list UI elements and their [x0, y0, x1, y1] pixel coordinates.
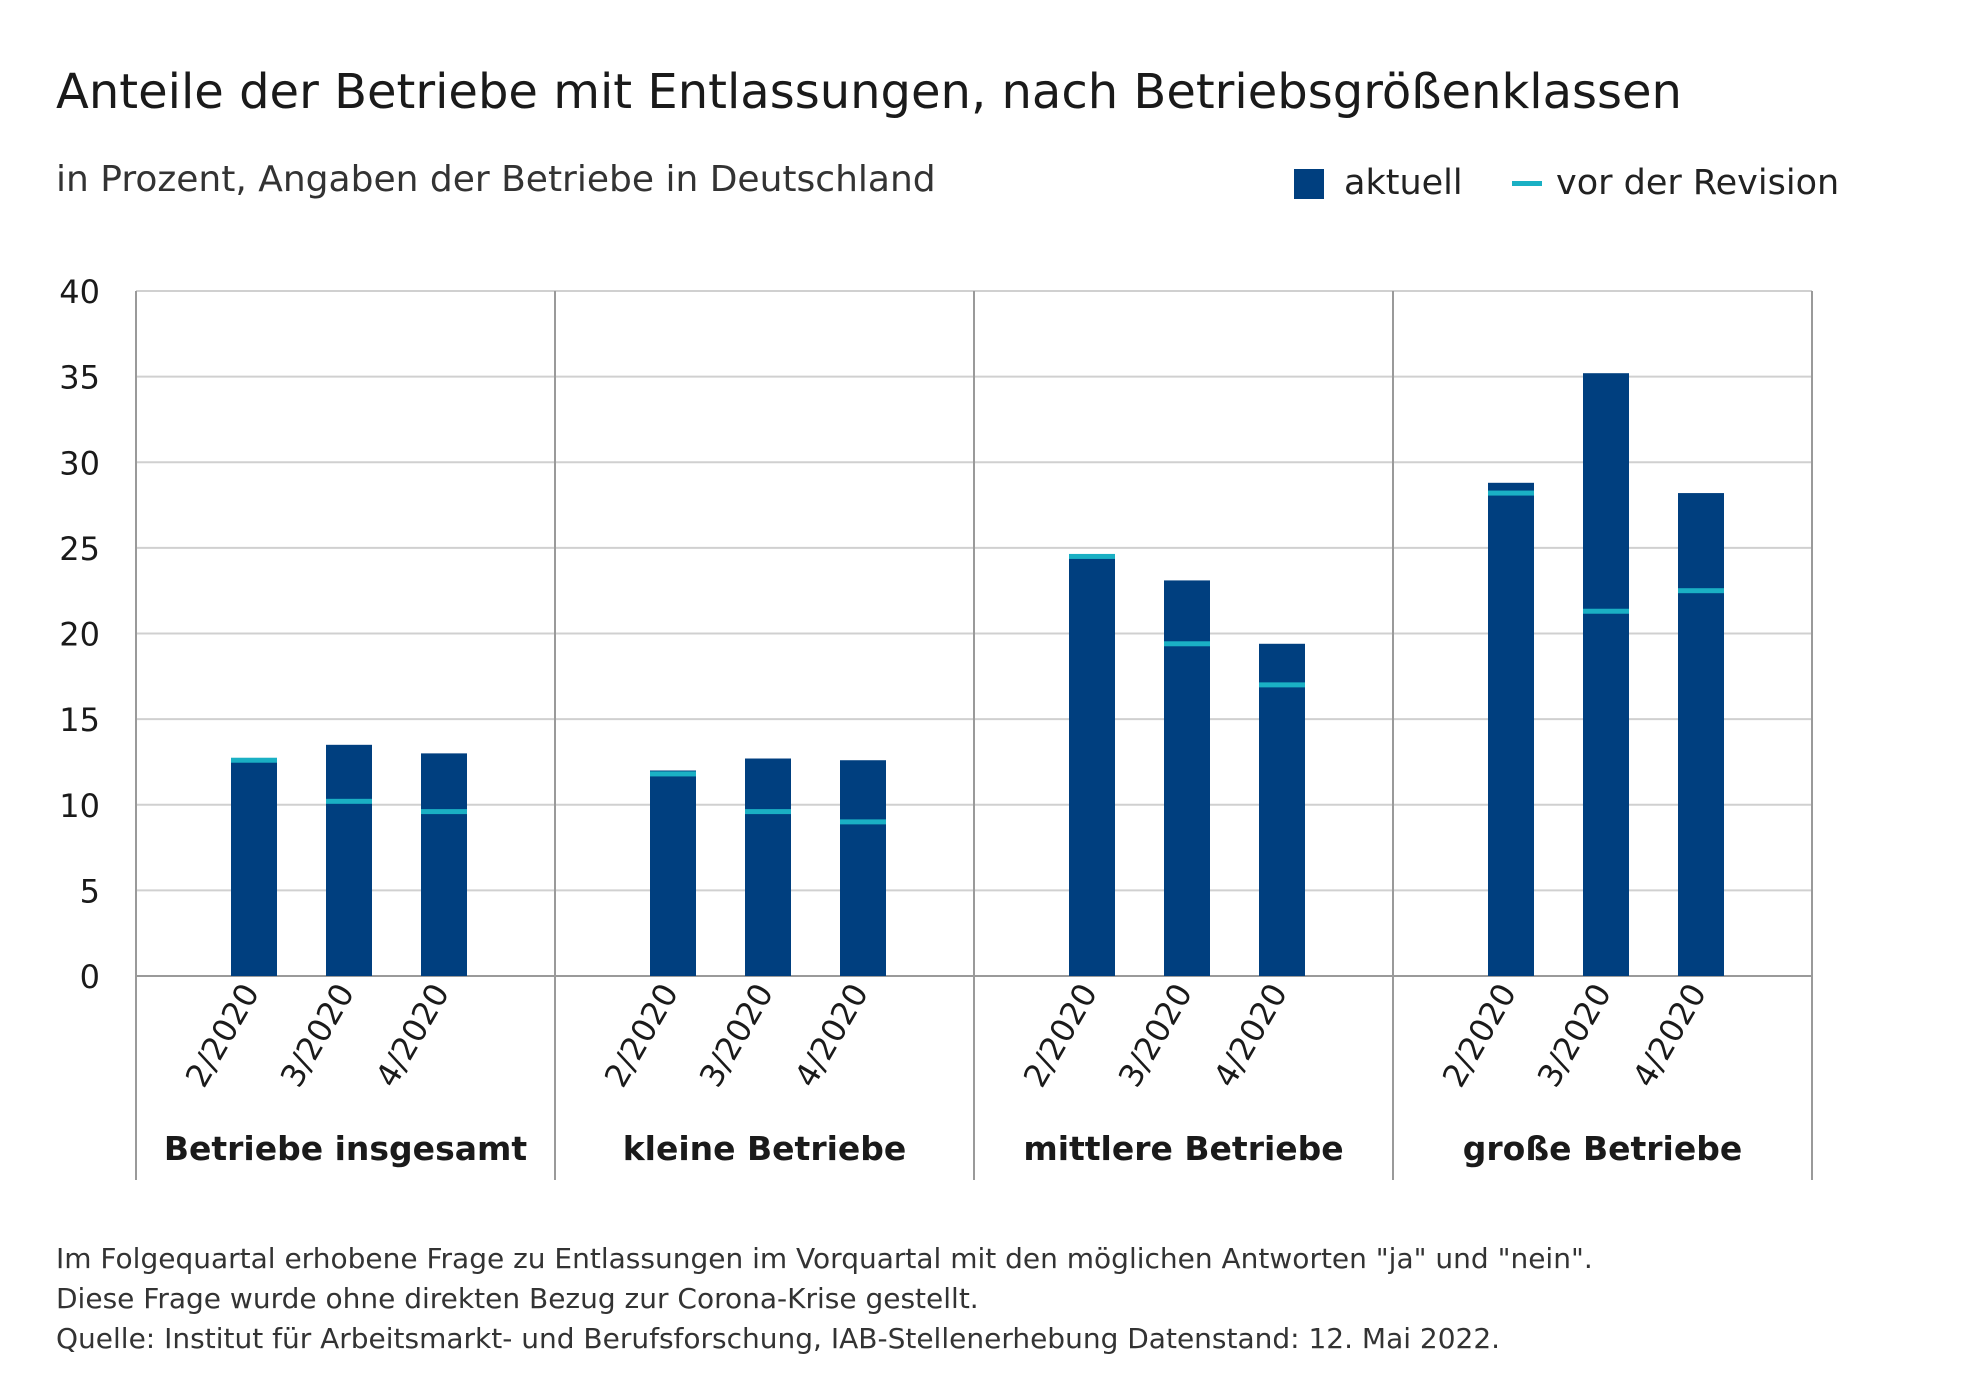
bar-aktuell — [1164, 580, 1210, 976]
bar-aktuell — [650, 770, 696, 976]
chart-subtitle: in Prozent, Angaben der Betriebe in Deut… — [56, 159, 936, 200]
bar-aktuell — [1488, 482, 1534, 976]
y-tick-label: 25 — [59, 530, 100, 568]
marker-vor-der-revision — [421, 809, 467, 815]
footnote-source: Quelle: Institut für Arbeitsmarkt- und B… — [56, 1322, 1501, 1355]
bar-aktuell — [1259, 643, 1305, 976]
group-label: große Betriebe — [1463, 1129, 1742, 1168]
y-tick-label: 35 — [59, 359, 100, 397]
x-tick-label: 2/2020 — [1016, 977, 1105, 1093]
legend-item-aktuell: aktuell — [1294, 166, 1463, 201]
marker-vor-der-revision — [231, 757, 277, 763]
y-tick-label: 5 — [80, 872, 100, 910]
x-tick-label: 4/2020 — [368, 977, 457, 1093]
x-tick-label: 3/2020 — [1111, 977, 1200, 1093]
bar-aktuell — [840, 760, 886, 976]
bar-aktuell — [421, 753, 467, 976]
legend-item-vor-der-revision: vor der Revision — [1512, 166, 1839, 201]
marker-vor-der-revision — [1259, 682, 1305, 688]
bar-aktuell — [1678, 493, 1724, 976]
marker-vor-der-revision — [1583, 608, 1629, 614]
marker-vor-der-revision — [1488, 490, 1534, 496]
x-tick-label: 4/2020 — [1625, 977, 1714, 1093]
legend-swatch-aktuell — [1294, 168, 1324, 199]
y-tick-label: 20 — [59, 616, 100, 654]
x-tick-label: 2/2020 — [597, 977, 686, 1093]
marker-vor-der-revision — [1069, 553, 1115, 559]
footnote-note: Diese Frage wurde ohne direkten Bezug zu… — [56, 1282, 979, 1315]
x-tick-label: 4/2020 — [1206, 977, 1295, 1093]
bar-aktuell — [1583, 373, 1629, 976]
y-tick-label: 40 — [59, 273, 100, 311]
y-tick-label: 0 — [80, 958, 100, 996]
bar-aktuell — [745, 758, 791, 976]
footnote-question: Im Folgequartal erhobene Frage zu Entlas… — [56, 1242, 1593, 1275]
legend-label-vor-der-revision: vor der Revision — [1556, 163, 1840, 203]
y-tick-label: 10 — [59, 787, 100, 825]
x-tick-label: 3/2020 — [273, 977, 362, 1093]
marker-vor-der-revision — [1164, 641, 1210, 647]
x-tick-label: 2/2020 — [178, 977, 267, 1093]
legend-swatch-vor-der-revision — [1512, 181, 1542, 186]
bar-aktuell — [326, 744, 372, 976]
y-tick-label: 15 — [59, 701, 100, 739]
legend-label-aktuell: aktuell — [1344, 163, 1463, 203]
marker-vor-der-revision — [326, 798, 372, 804]
x-tick-label: 2/2020 — [1435, 977, 1524, 1093]
x-tick-label: 3/2020 — [1530, 977, 1619, 1093]
marker-vor-der-revision — [840, 819, 886, 825]
x-tick-label: 4/2020 — [787, 977, 876, 1093]
chart-title: Anteile der Betriebe mit Entlassungen, n… — [56, 64, 1682, 120]
y-tick-label: 30 — [59, 444, 100, 482]
marker-vor-der-revision — [1678, 588, 1724, 594]
group-label: Betriebe insgesamt — [164, 1129, 528, 1168]
bar-aktuell — [1069, 554, 1115, 976]
group-label: kleine Betriebe — [623, 1129, 907, 1168]
marker-vor-der-revision — [650, 771, 696, 777]
bar-aktuell — [231, 761, 277, 976]
marker-vor-der-revision — [745, 809, 791, 815]
x-tick-label: 3/2020 — [692, 977, 781, 1093]
group-label: mittlere Betriebe — [1023, 1129, 1343, 1168]
